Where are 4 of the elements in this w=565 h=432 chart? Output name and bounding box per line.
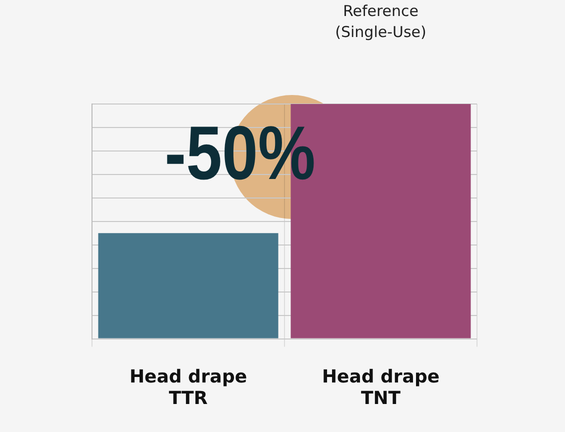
annotation: -50% xyxy=(164,110,316,196)
text: Reference (Single-Use) xyxy=(335,2,426,41)
x-tick-label: Head drape TNT xyxy=(322,366,440,409)
x-tick-label: Head drape TTR xyxy=(129,366,248,409)
